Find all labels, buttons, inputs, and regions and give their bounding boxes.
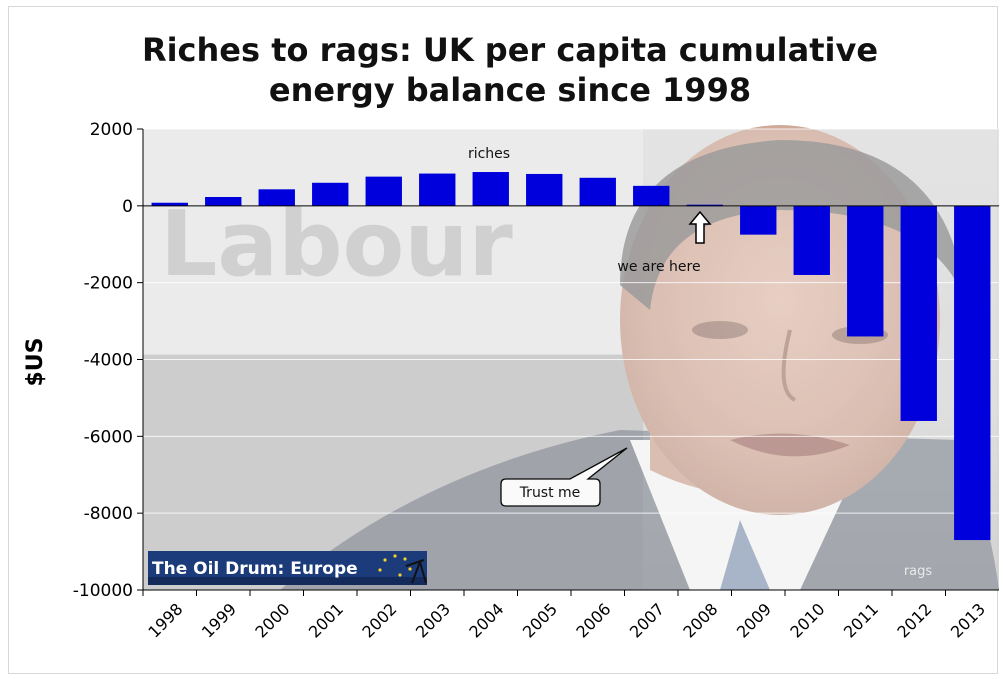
y-tick-label: -6000	[84, 427, 133, 447]
y-tick-label: -2000	[84, 274, 133, 294]
y-axis-label: $US	[23, 337, 48, 386]
bar-2009	[740, 205, 777, 235]
x-tick-label: 2006	[572, 599, 614, 641]
x-tick-label: 2003	[412, 599, 454, 641]
trust-me-annotation: Trust me	[519, 485, 581, 501]
x-tick-label: 1999	[198, 599, 240, 641]
speech-bubble	[500, 447, 628, 507]
logo-text: The Oil Drum: Europe	[152, 559, 358, 579]
x-tick-label: 2000	[251, 599, 293, 641]
bars	[151, 172, 991, 541]
x-tick-label: 2012	[893, 599, 935, 641]
axes	[137, 128, 999, 596]
bar-2012	[900, 205, 937, 421]
bar-2010	[793, 205, 830, 275]
star-icon	[378, 554, 412, 577]
x-tick-label: 2004	[465, 599, 507, 641]
we-are-here-annotation: we are here	[617, 259, 700, 275]
x-tick-label: 2008	[679, 599, 721, 641]
bar-1998	[151, 202, 188, 206]
x-tick-labels: 1998 1999 2000 2001 2002 2003 2004 2005 2006 2007…	[144, 599, 989, 641]
y-tick-label: 2000	[90, 120, 133, 140]
bar-2011	[847, 205, 884, 337]
bar-2001	[312, 182, 349, 206]
x-tick-label: 2005	[519, 599, 561, 641]
bar-2007	[633, 185, 670, 206]
bar-1999	[205, 196, 242, 206]
bar-2002	[365, 176, 402, 206]
x-tick-label: 2007	[626, 599, 668, 641]
bar-2013	[954, 205, 991, 541]
bar-2000	[258, 189, 295, 206]
y-tick-label: -8000	[84, 504, 133, 524]
bar-2006	[579, 177, 616, 206]
x-tick-label: 2010	[786, 599, 828, 641]
x-tick-label: 2011	[840, 599, 882, 641]
bar-2003	[419, 173, 456, 206]
rags-annotation: rags	[904, 564, 933, 579]
oil-drum-logo: The Oil Drum: Europe	[148, 551, 427, 585]
y-tick-label: -10000	[73, 581, 133, 601]
svg-text:Labour: Labour	[160, 192, 513, 297]
x-tick-label: 1998	[144, 599, 186, 641]
y-tick-label: 0	[122, 197, 133, 217]
bar-2005	[526, 173, 563, 206]
x-tick-label: 2013	[947, 599, 989, 641]
riches-annotation: riches	[468, 146, 510, 162]
x-tick-label: 2001	[305, 599, 347, 641]
y-tick-labels: 2000 0 -2000 -4000 -6000 -8000 -10000	[73, 120, 133, 601]
chart-title: Riches to rags: UK per capita cumulative…	[141, 31, 879, 109]
x-tick-label: 2009	[733, 599, 775, 641]
oil-derrick-icon	[405, 558, 427, 584]
up-arrow-icon	[688, 210, 712, 244]
x-tick-label: 2002	[358, 599, 400, 641]
y-tick-label: -4000	[84, 351, 133, 371]
bar-2004	[472, 172, 509, 206]
